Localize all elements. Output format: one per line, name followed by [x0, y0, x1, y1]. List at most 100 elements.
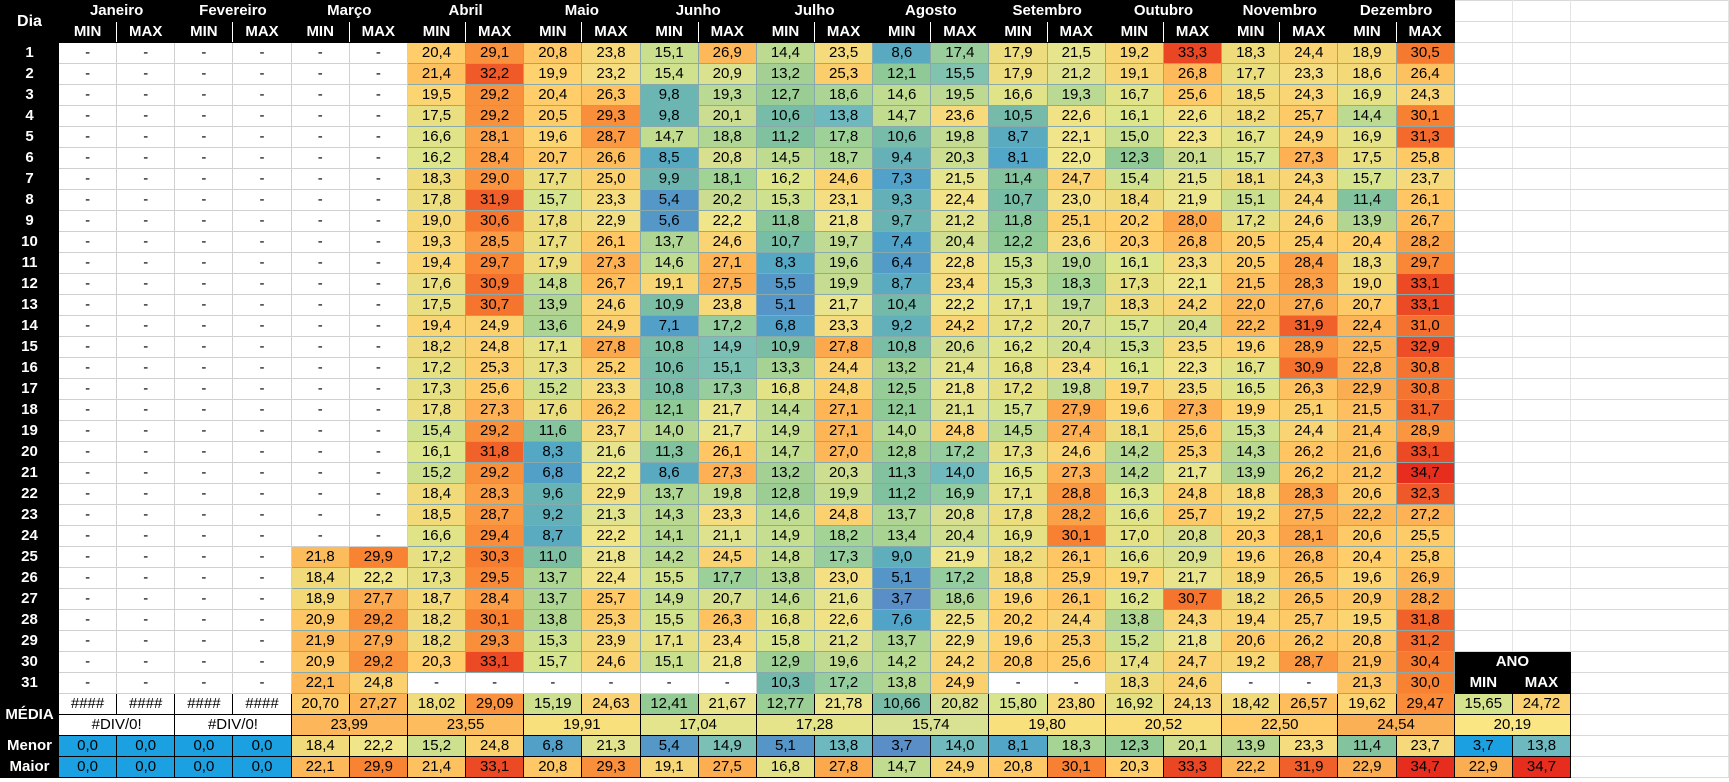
data-cell[interactable]: 24,2 [1162, 294, 1223, 316]
media-cell[interactable]: 15,19 [523, 693, 583, 715]
data-cell[interactable]: 26,1 [581, 231, 641, 253]
data-cell[interactable]: 15,4 [1104, 168, 1164, 190]
data-cell[interactable]: - [116, 168, 176, 190]
data-cell[interactable]: 14,2 [872, 651, 932, 673]
maior-cell[interactable]: 20,8 [523, 756, 583, 778]
data-cell[interactable]: 17,3 [814, 546, 874, 568]
data-cell[interactable]: 19,7 [1104, 378, 1164, 400]
data-cell[interactable]: 9,7 [872, 210, 932, 232]
data-cell[interactable]: - [174, 462, 234, 484]
data-cell[interactable]: 22,4 [1337, 315, 1397, 337]
data-cell[interactable]: 21,8 [581, 546, 641, 568]
data-cell[interactable]: - [290, 231, 350, 253]
data-cell[interactable]: 25,6 [465, 378, 525, 400]
data-cell[interactable]: 23,4 [1046, 357, 1106, 379]
data-cell[interactable]: - [57, 336, 118, 358]
data-cell[interactable]: 28,7 [465, 504, 525, 526]
data-cell[interactable]: 18,1 [1104, 420, 1164, 442]
data-cell[interactable]: - [232, 357, 292, 379]
data-cell[interactable]: 25,3 [1162, 441, 1223, 463]
data-cell[interactable]: 14,7 [872, 105, 932, 127]
empty-cell[interactable] [1570, 336, 1729, 358]
data-cell[interactable]: 21,4 [930, 357, 990, 379]
data-cell[interactable]: 16,8 [755, 378, 816, 400]
data-cell[interactable]: 15,2 [406, 462, 467, 484]
data-cell[interactable]: 24,6 [814, 168, 874, 190]
maior-cell[interactable]: 31,9 [1279, 756, 1339, 778]
menor-cell[interactable]: 21,3 [581, 735, 641, 757]
data-cell[interactable]: - [116, 210, 176, 232]
empty-cell[interactable] [1570, 189, 1729, 211]
data-cell[interactable]: 23,5 [814, 42, 874, 64]
data-cell[interactable]: 11,4 [988, 168, 1048, 190]
data-cell[interactable]: - [116, 231, 176, 253]
data-cell[interactable]: 25,5 [1395, 525, 1455, 547]
data-cell[interactable]: 23,2 [581, 63, 641, 85]
data-cell[interactable]: 13,3 [755, 357, 816, 379]
data-cell[interactable]: 31,8 [1395, 609, 1455, 631]
data-cell[interactable]: 23,6 [1046, 231, 1106, 253]
data-cell[interactable]: 14,2 [639, 546, 699, 568]
data-cell[interactable]: 14,8 [755, 546, 816, 568]
data-cell[interactable]: 26,1 [697, 441, 757, 463]
data-cell[interactable]: - [116, 462, 176, 484]
menor-cell[interactable]: 24,8 [465, 735, 525, 757]
data-cell[interactable]: 30,4 [1395, 651, 1455, 673]
data-cell[interactable]: 18,3 [1221, 42, 1281, 64]
data-cell[interactable]: - [348, 441, 408, 463]
data-cell[interactable]: 18,5 [406, 504, 467, 526]
data-cell[interactable]: - [174, 336, 234, 358]
data-cell[interactable]: 29,3 [581, 105, 641, 127]
data-cell[interactable]: 22,3 [1162, 126, 1223, 148]
data-cell[interactable]: - [290, 63, 350, 85]
data-cell[interactable]: - [174, 252, 234, 274]
data-cell[interactable]: 31,8 [465, 441, 525, 463]
data-cell[interactable]: 3,7 [872, 588, 932, 610]
data-cell[interactable]: 26,2 [1279, 630, 1339, 652]
data-cell[interactable]: - [174, 84, 234, 106]
data-cell[interactable]: 12,1 [872, 63, 932, 85]
data-cell[interactable]: 11,8 [988, 210, 1048, 232]
data-cell[interactable]: - [57, 252, 118, 274]
data-cell[interactable]: 22,0 [1046, 147, 1106, 169]
data-cell[interactable]: 14,4 [755, 399, 816, 421]
data-cell[interactable]: 16,6 [406, 126, 467, 148]
data-cell[interactable]: 27,0 [814, 441, 874, 463]
data-cell[interactable]: 17,8 [988, 504, 1048, 526]
data-cell[interactable]: 27,3 [697, 462, 757, 484]
data-cell[interactable]: - [57, 651, 118, 673]
data-cell[interactable]: 20,8 [930, 504, 990, 526]
data-cell[interactable]: 24,3 [1395, 84, 1455, 106]
maior-cell[interactable]: 30,1 [1046, 756, 1106, 778]
data-cell[interactable]: - [290, 336, 350, 358]
data-cell[interactable]: 19,3 [406, 231, 467, 253]
data-cell[interactable]: 27,3 [1279, 147, 1339, 169]
data-cell[interactable]: 18,2 [988, 546, 1048, 568]
data-cell[interactable]: 23,3 [1162, 252, 1223, 274]
media-cell[interactable]: #### [232, 693, 292, 715]
empty-cell[interactable] [1570, 210, 1729, 232]
data-cell[interactable]: 29,2 [465, 462, 525, 484]
data-cell[interactable]: - [232, 399, 292, 421]
data-cell[interactable]: 20,7 [697, 588, 757, 610]
data-cell[interactable]: 17,6 [523, 399, 583, 421]
media-overall-cell[interactable]: 19,80 [988, 714, 1106, 736]
empty-cell[interactable] [1511, 168, 1572, 190]
data-cell[interactable]: - [290, 210, 350, 232]
data-cell[interactable]: - [232, 336, 292, 358]
data-cell[interactable]: - [174, 105, 234, 127]
data-cell[interactable]: 9,2 [872, 315, 932, 337]
data-cell[interactable]: 26,8 [1279, 546, 1339, 568]
data-cell[interactable]: - [232, 462, 292, 484]
empty-cell[interactable] [1570, 21, 1729, 43]
empty-cell[interactable] [1570, 693, 1729, 715]
data-cell[interactable]: 30,7 [465, 294, 525, 316]
empty-cell[interactable] [1570, 126, 1729, 148]
data-cell[interactable]: 20,8 [523, 42, 583, 64]
data-cell[interactable]: 23,3 [814, 315, 874, 337]
data-cell[interactable]: 24,6 [1046, 441, 1106, 463]
data-cell[interactable]: - [57, 525, 118, 547]
maior-cell[interactable]: 22,9 [1337, 756, 1397, 778]
empty-cell[interactable] [1570, 0, 1729, 22]
data-cell[interactable]: 30,1 [1046, 525, 1106, 547]
